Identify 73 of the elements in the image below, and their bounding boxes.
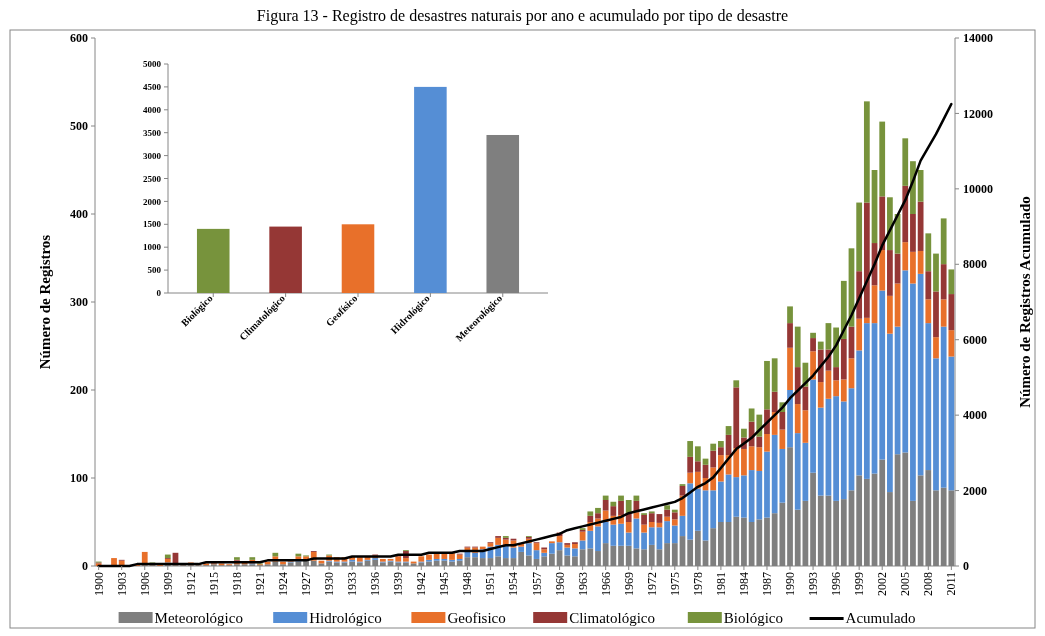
x-tick-label: 1963 [575, 572, 590, 596]
x-tick-label: 1915 [206, 572, 221, 596]
x-tick-label: 1999 [852, 572, 867, 596]
y-tick-label: 300 [70, 295, 88, 310]
y-tick-label: 1000 [143, 242, 162, 253]
x-tick-label: 1975 [667, 572, 682, 596]
x-tick-label: 1936 [368, 572, 383, 596]
x-tick-label: 1990 [783, 572, 798, 596]
x-tick-label: 1945 [437, 572, 452, 596]
x-tick-label: 1993 [806, 572, 821, 596]
y-tick-label: 0 [156, 288, 162, 299]
x-tick-label: 1924 [276, 572, 291, 596]
y-tick-label: 4000 [143, 104, 162, 115]
x-tick-label: 1966 [598, 572, 613, 596]
x-tick-label: 1978 [690, 572, 705, 596]
y-tick-label: 500 [147, 265, 162, 276]
legend-label: Meteorológico [154, 610, 243, 626]
y-tick-label: 0 [82, 559, 88, 574]
x-tick-label: 1972 [644, 572, 659, 596]
y2-tick-label: 2000 [963, 483, 987, 498]
x-tick-label: 1987 [759, 572, 774, 596]
x-tick-label: 1927 [299, 572, 314, 596]
x-tick-label: 1933 [345, 572, 360, 596]
y-tick-label: 100 [70, 471, 88, 486]
y2-tick-label: 8000 [963, 257, 987, 272]
x-tick-label: 1954 [506, 572, 521, 596]
legend-label: Biológico [723, 610, 783, 626]
x-tick-label: 2005 [898, 572, 913, 596]
y-tick-label: 400 [70, 207, 88, 222]
x-tick-label: 1948 [460, 572, 475, 596]
legend-label: Climatológico [569, 610, 656, 626]
y-tick-label: 600 [70, 31, 88, 46]
chart-title: Figura 13 - Registro de desastres naturais por ano e acumulado por tipo de desastre [256, 7, 789, 25]
y2-tick-label: 0 [963, 559, 969, 574]
y-tick-label: 500 [70, 119, 88, 134]
x-tick-label: 1960 [552, 572, 567, 596]
legend-label: Geofisico [447, 610, 506, 626]
y2-tick-label: 12000 [963, 106, 993, 121]
y2-tick-label: 10000 [963, 182, 993, 197]
x-tick-label: 1912 [183, 572, 198, 596]
legend-label: Acumulado [845, 610, 916, 626]
x-tick-label: 2008 [921, 572, 936, 596]
y-tick-label: 3000 [143, 150, 162, 161]
x-tick-label: 2002 [875, 572, 890, 596]
x-tick-label: 1981 [713, 572, 728, 596]
x-tick-label: 1957 [529, 572, 544, 596]
legend-label: Hidrológico [309, 610, 382, 626]
x-tick-label: 1969 [621, 572, 636, 596]
x-tick-label: 1984 [736, 572, 751, 596]
x-tick-label: 2011 [944, 572, 959, 596]
x-tick-label: 1900 [91, 572, 106, 596]
x-tick-label: 1951 [483, 572, 498, 596]
y-tick-label: 1500 [143, 219, 162, 230]
x-tick-label: 1996 [829, 572, 844, 596]
x-tick-label: 1921 [252, 572, 267, 596]
y-tick-label: 2500 [143, 173, 162, 184]
y-axis-title: Número de Registros [37, 234, 53, 370]
y-tick-label: 3500 [143, 127, 162, 138]
y2-axis-title: Número de Registros Acumulado [1017, 196, 1033, 408]
x-tick-label: 1918 [229, 572, 244, 596]
y2-tick-label: 6000 [963, 332, 987, 347]
x-tick-label: 1906 [137, 572, 152, 596]
y2-tick-label: 14000 [963, 31, 993, 46]
y-tick-label: 2000 [143, 196, 162, 207]
x-tick-label: 1909 [160, 572, 175, 596]
y-tick-label: 5000 [143, 59, 162, 70]
y2-tick-label: 4000 [963, 408, 987, 423]
y-tick-label: 200 [70, 383, 88, 398]
x-tick-label: 1942 [414, 572, 429, 596]
x-tick-label: 1903 [114, 572, 129, 596]
y-tick-label: 4500 [143, 82, 162, 93]
x-tick-label: 1939 [391, 572, 406, 596]
x-tick-label: 1930 [322, 572, 337, 596]
